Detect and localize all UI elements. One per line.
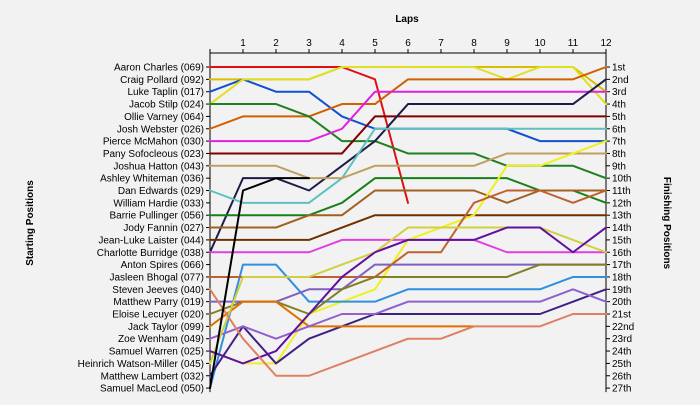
lap-tick-label: 12: [600, 38, 612, 49]
starting-position-label: Craig Pollard (092): [120, 75, 204, 86]
finishing-position-label: 15th: [612, 235, 631, 246]
starting-position-label: Matthew Parry (019): [113, 297, 204, 308]
finishing-position-label: 5th: [612, 112, 626, 123]
series-line-24: [209, 226, 607, 365]
starting-position-label: Matthew Lambert (032): [101, 371, 204, 382]
lap-tick-label: 11: [568, 38, 579, 49]
finishing-position-label: 12th: [612, 198, 631, 209]
series-line-7: [209, 90, 607, 143]
starting-position-label: Luke Taplin (017): [127, 87, 204, 98]
finishing-position-label: 10th: [612, 174, 631, 185]
lap-tick-label: 4: [339, 38, 345, 49]
series-line-14: [209, 214, 607, 241]
starting-position-label: William Hardie (033): [113, 198, 204, 209]
y-axis-left-title: Starting Positions: [25, 180, 36, 266]
lap-tick-label: 3: [306, 38, 312, 49]
starting-position-label: Dan Edwards (029): [118, 186, 204, 197]
series-line-25: [209, 226, 607, 365]
finishing-position-label: 8th: [612, 149, 626, 160]
series-line-4: [209, 66, 607, 106]
starting-position-label: Jody Fannin (027): [123, 223, 204, 234]
series-line-13: [209, 189, 607, 229]
series-line-23: [209, 288, 607, 340]
axes: [206, 49, 610, 393]
starting-position-label: Josh Webster (026): [117, 124, 204, 135]
series-line-8: [209, 115, 607, 155]
finishing-position-label: 24th: [612, 347, 631, 358]
finishing-position-label: 23rd: [612, 334, 632, 345]
series-line-15: [209, 238, 607, 254]
starting-position-label: Samuel Warren (025): [109, 347, 204, 358]
series-line-12: [209, 177, 607, 217]
lap-tick-label: 8: [471, 38, 477, 49]
finishing-position-label: 4th: [612, 100, 626, 111]
starting-position-label: Zoe Wenham (049): [118, 334, 204, 345]
starting-position-label: Pierce McMahon (030): [103, 137, 204, 148]
starting-position-label: Ashley Whiteman (036): [100, 174, 204, 185]
y-axis-right-title: Finishing Positions: [661, 177, 672, 270]
finishing-position-label: 19th: [612, 285, 631, 296]
starting-position-label: Samuel MacLeod (050): [100, 384, 204, 395]
series-line-11: [209, 152, 607, 180]
starting-position-label: Heinrich Watson-Miller (045): [78, 359, 204, 370]
finishing-position-label: 6th: [612, 124, 626, 135]
series-line-26: [209, 288, 607, 377]
series-line-21: [209, 288, 607, 377]
lap-tick-label: 10: [534, 38, 546, 49]
starting-position-label: Aaron Charles (069): [114, 63, 204, 74]
series-line-17: [209, 263, 607, 390]
finishing-position-label: 3rd: [612, 87, 626, 98]
lap-tick-label: 1: [240, 38, 246, 49]
starting-position-label: Jacob Stilp (024): [129, 100, 204, 111]
finishing-position-label: 11th: [612, 186, 631, 197]
finishing-position-label: 20th: [612, 297, 631, 308]
series-line-1: [209, 66, 409, 204]
starting-position-label: Jean-Luke Laister (044): [98, 235, 204, 246]
finishing-position-label: 14th: [612, 223, 631, 234]
starting-position-label: Pany Sofocleous (023): [103, 149, 204, 160]
series-line-3: [209, 78, 607, 143]
starting-position-label: Steven Jeeves (040): [112, 285, 204, 296]
starting-position-label: Ollie Varney (064): [124, 112, 204, 123]
lap-tick-label: 2: [273, 38, 279, 49]
finishing-position-label: 26th: [612, 371, 631, 382]
finishing-position-label: 18th: [612, 272, 631, 283]
finishing-position-label: 27th: [612, 384, 631, 395]
starting-position-label: Eloise Lecuyer (020): [112, 310, 204, 321]
finishing-position-label: 25th: [612, 359, 631, 370]
finishing-position-label: 9th: [612, 161, 626, 172]
finishing-position-label: 2nd: [612, 75, 629, 86]
starting-position-label: Anton Spires (066): [121, 260, 204, 271]
starting-position-label: Jack Taylor (099): [128, 322, 204, 333]
series-line-19: [209, 263, 607, 303]
starting-position-label: Jasleen Bhogal (077): [109, 272, 204, 283]
starting-position-label: Barrie Pullinger (056): [110, 211, 205, 222]
series-line-22: [209, 300, 475, 328]
lap-tick-label: 6: [405, 38, 411, 49]
finishing-position-label: 17th: [612, 260, 631, 271]
x-axis-title: Laps: [395, 14, 419, 25]
starting-position-label: Joshua Hatton (043): [113, 161, 204, 172]
finishing-position-label: 1st: [612, 63, 626, 74]
finishing-position-label: 13th: [612, 211, 631, 222]
series-lines: [209, 66, 607, 390]
lap-tick-label: 5: [372, 38, 378, 49]
finishing-position-label: 16th: [612, 248, 631, 259]
finishing-position-label: 7th: [612, 137, 626, 148]
lap-tick-label: 9: [504, 38, 510, 49]
finishing-position-label: 21st: [612, 310, 631, 321]
starting-position-label: Charlotte Burridge (038): [97, 248, 204, 259]
finishing-position-label: 22nd: [612, 322, 634, 333]
lap-tick-label: 7: [438, 38, 444, 49]
series-line-5: [209, 66, 607, 130]
series-line-27: [209, 177, 310, 390]
series-line-10: [209, 127, 607, 204]
